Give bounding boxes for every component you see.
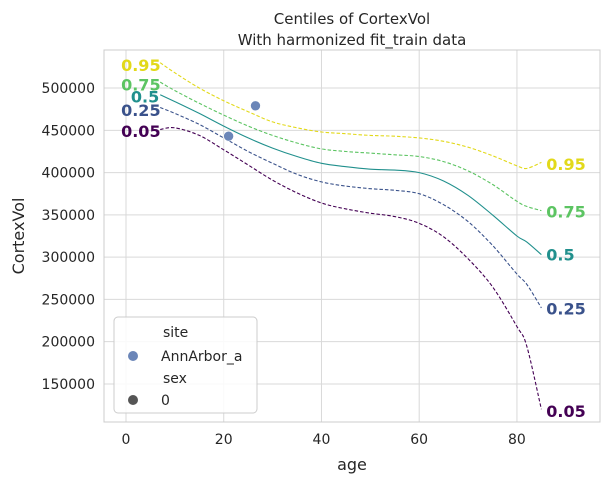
data-point	[223, 130, 234, 142]
x-tick-label: 20	[215, 432, 233, 448]
x-tick-label: 60	[410, 432, 428, 448]
x-tick-label: 40	[313, 432, 331, 448]
y-tick-label: 150000	[42, 377, 95, 393]
legend-title-site: site	[163, 325, 188, 341]
legend-marker-sex-0	[128, 395, 138, 405]
x-axis-label: age	[337, 455, 367, 474]
y-tick-label: 300000	[42, 250, 95, 266]
legend-marker-annarbor	[128, 351, 138, 361]
centile-line-0.5	[159, 94, 542, 256]
y-tick-label: 500000	[42, 81, 95, 97]
y-tick-labels: 150000 200000 250000 300000 350000 400000 4500…	[42, 81, 95, 393]
y-tick-label: 400000	[42, 166, 95, 182]
centile-line-0.05	[160, 127, 542, 410]
centile-label-0.5: 0.5	[131, 88, 159, 107]
y-tick-label: 250000	[42, 292, 95, 308]
centile-label-0.25: 0.25	[546, 300, 585, 319]
scatter-points	[223, 100, 261, 142]
centile-label-0.95: 0.95	[121, 56, 160, 75]
centile-label-0.95: 0.95	[546, 155, 585, 174]
centile-line-0.95	[159, 62, 542, 170]
centile-label-0.75: 0.75	[546, 202, 585, 221]
centile-label-0.5: 0.5	[546, 246, 574, 265]
centile-label-0.05: 0.05	[546, 402, 585, 421]
centile-label-0.25: 0.25	[121, 101, 160, 120]
x-tick-label: 80	[508, 432, 526, 448]
centile-line-0.25	[159, 106, 542, 309]
x-tick-label: 0	[122, 432, 131, 448]
y-tick-label: 350000	[42, 208, 95, 224]
centile-label-0.75: 0.75	[121, 76, 160, 95]
centile-label-0.05: 0.05	[121, 122, 160, 141]
x-tick-labels: 0 20 40 60 80	[122, 432, 526, 448]
y-tick-label: 200000	[42, 335, 95, 351]
chart-title: Centiles of CortexVol	[274, 10, 430, 28]
legend-box	[113, 316, 258, 414]
y-tick-label: 450000	[42, 123, 95, 139]
centile-lines	[159, 62, 542, 410]
legend-label-sex-0: 0	[161, 393, 170, 409]
plot-frame	[103, 49, 601, 423]
legend-title-sex: sex	[163, 371, 187, 387]
centile-labels: 0.950.750.50.250.050.950.750.50.250.05	[121, 56, 586, 421]
y-axis-label: CortexVol	[9, 198, 28, 275]
legend-label-annarbor: AnnArbor_a	[161, 349, 242, 365]
legend: site AnnArbor_a sex 0	[113, 316, 258, 414]
chart-subtitle: With harmonized fit_train data	[238, 31, 467, 50]
centile-line-0.75	[159, 81, 542, 212]
data-point	[250, 100, 261, 112]
